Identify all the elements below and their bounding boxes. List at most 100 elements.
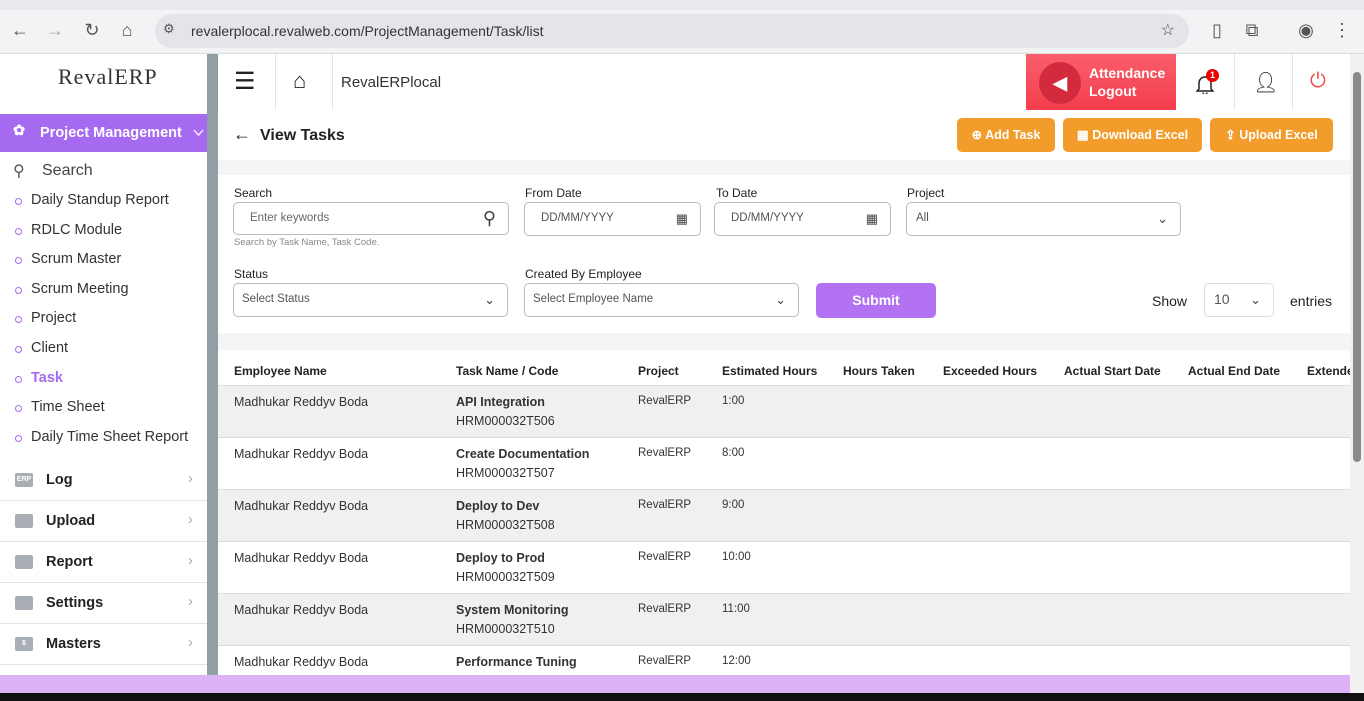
chevron-right-icon: › [188, 594, 193, 610]
upload-excel-button[interactable]: ⇪ Upload Excel [1210, 118, 1333, 152]
status-value: Select Status [242, 293, 310, 305]
url-text: revalerplocal.revalweb.com/ProjectManage… [191, 23, 544, 39]
task-name[interactable]: Create Documentation [456, 447, 590, 461]
column-header[interactable]: Actual End Date [1188, 364, 1281, 378]
column-header[interactable]: Employee Name [234, 364, 327, 378]
employee-name: Madhukar Reddyv Boda [234, 499, 369, 513]
table-row[interactable]: Madhukar Reddyv Boda Deploy to Prod HRM000… [218, 541, 1350, 593]
search-input[interactable]: Enter keywords ⚲ [233, 202, 509, 235]
sidebar-item-daily-time-sheet-report[interactable]: Daily Time Sheet Report [31, 428, 189, 445]
column-header[interactable]: Hours Taken [843, 364, 915, 378]
column-header[interactable]: Exceeded Hours [943, 364, 1038, 378]
employee-value: Select Employee Name [533, 293, 654, 305]
to-date-label: To Date [716, 186, 758, 200]
task-name[interactable]: Deploy to Dev [456, 499, 540, 513]
column-header[interactable]: Estimated Hours [722, 364, 818, 378]
scrollbar[interactable] [1350, 54, 1364, 693]
sidebar-item-task[interactable]: Task [31, 369, 63, 386]
column-header[interactable]: Project [638, 364, 679, 378]
table-row[interactable]: Madhukar Reddyv Boda Create Documentation… [218, 437, 1350, 489]
sidebar-item-project[interactable]: Project [31, 310, 77, 327]
download-excel-button[interactable]: ▦ Download Excel [1063, 118, 1202, 152]
task-name[interactable]: API Integration [456, 395, 545, 409]
bullet-icon [15, 316, 22, 324]
from-date-input[interactable]: DD/MM/YYYY ▦ [524, 202, 701, 236]
submit-button[interactable]: Submit [816, 283, 936, 318]
power-icon[interactable]: ⏻ [1310, 70, 1326, 92]
project-select[interactable]: All ⌄ [906, 202, 1181, 236]
sidebar-item-scrum-master[interactable]: Scrum Master [31, 251, 122, 268]
column-header[interactable]: Task Name / Code [456, 364, 559, 378]
sidebar-item-time-sheet[interactable]: Time Sheet [31, 399, 105, 416]
to-date-placeholder: DD/MM/YYYY [731, 212, 804, 224]
sidebar-group-upload[interactable]: Upload › [0, 501, 207, 542]
add-task-button[interactable]: ⊕ Add Task [957, 118, 1055, 152]
employee-name: Madhukar Reddyv Boda [234, 551, 369, 565]
header-divider [1234, 54, 1235, 110]
table-row[interactable]: Madhukar Reddyv Boda System Monitoring HRM… [218, 593, 1350, 645]
header-divider [275, 54, 276, 110]
sidebar-item-client[interactable]: Client [31, 340, 69, 356]
sidebar-item-scrum-meeting[interactable]: Scrum Meeting [31, 280, 129, 297]
back-arrow-icon[interactable]: ← [233, 124, 251, 144]
scrollbar-thumb[interactable] [1353, 72, 1361, 462]
reload-icon[interactable]: ↻ [84, 20, 100, 40]
estimated-hours: 9:00 [722, 499, 745, 511]
log-label: Log [46, 472, 73, 488]
calendar-icon[interactable]: ▦ [865, 211, 878, 226]
sidebar-search[interactable]: Search [42, 162, 93, 179]
entries-value: 10 [1214, 291, 1230, 307]
to-date-input[interactable]: DD/MM/YYYY ▦ [714, 202, 891, 236]
sidebar-group-masters[interactable]: $ Masters › [0, 624, 207, 665]
column-header[interactable]: Extended [1307, 364, 1350, 378]
column-header[interactable]: Actual Start Date [1064, 364, 1161, 378]
sidebar-item-daily-standup-report[interactable]: Daily Standup Report [31, 192, 169, 208]
home-icon[interactable]: ⌂ [121, 20, 133, 40]
search-icon: ⚲ [482, 208, 496, 228]
task-code: HRM000032T506 [456, 414, 555, 428]
status-select[interactable]: Select Status ⌄ [233, 283, 508, 317]
table-row[interactable]: Madhukar Reddyv Boda Performance Tuning Re… [218, 645, 1350, 675]
extension-icon[interactable]: ▯ [1212, 20, 1222, 40]
footer-bar [0, 675, 1350, 693]
profile-icon[interactable]: ◉ [1298, 20, 1314, 40]
forward-icon[interactable]: → [46, 20, 64, 40]
from-date-label: From Date [525, 186, 582, 200]
hamburger-menu-icon[interactable]: ☰ [234, 68, 256, 95]
estimated-hours: 8:00 [722, 447, 745, 459]
puzzle-icon[interactable]: ⧉ [1245, 20, 1259, 40]
sidebar-module-project-management[interactable]: ✿ Project Management [0, 114, 207, 152]
estimated-hours: 1:00 [722, 395, 745, 407]
table-row[interactable]: Madhukar Reddyv Boda Deploy to Dev HRM0000… [218, 489, 1350, 541]
employee-select[interactable]: Select Employee Name ⌄ [524, 283, 799, 317]
taskbar [0, 693, 1364, 701]
site-settings-icon[interactable]: ⚙ [163, 21, 175, 36]
task-code: HRM000032T509 [456, 570, 555, 584]
address-bar[interactable]: ⚙ revalerplocal.revalweb.com/ProjectMana… [155, 14, 1189, 48]
bullet-icon [15, 198, 22, 205]
task-name[interactable]: System Monitoring [456, 603, 569, 617]
attendance-label: Attendance [1089, 65, 1166, 81]
module-label: Project Management [40, 125, 182, 141]
table-row[interactable]: Madhukar Reddyv Boda API Integration HRM00… [218, 385, 1350, 437]
chevron-down-icon: ⌄ [484, 292, 495, 307]
attendance-logout-button[interactable]: ◀ Attendance Logout [1026, 54, 1176, 110]
sidebar-group-settings[interactable]: Settings › [0, 583, 207, 624]
chevron-right-icon: › [188, 512, 193, 528]
sidebar-group-log[interactable]: ERP Log › [0, 460, 207, 501]
bullet-icon [15, 286, 22, 294]
task-name[interactable]: Performance Tuning [456, 655, 577, 669]
menu-dots-icon[interactable]: ⋮ [1333, 20, 1351, 40]
back-icon[interactable]: ← [11, 20, 29, 40]
bookmark-star-icon[interactable]: ☆ [1160, 22, 1175, 39]
filter-panel: Search Enter keywords ⚲ Search by Task Na… [218, 175, 1350, 333]
task-name[interactable]: Deploy to Prod [456, 551, 545, 565]
entries-select[interactable]: 10 ⌄ [1204, 283, 1274, 317]
sidebar-group-report[interactable]: Report › [0, 542, 207, 583]
page-title: View Tasks [260, 127, 345, 144]
chevron-right-icon: › [188, 635, 193, 651]
sidebar-item-rdlc-module[interactable]: RDLC Module [31, 221, 123, 238]
home-icon[interactable]: ⌂ [293, 68, 307, 93]
user-icon[interactable]: 👤︎ [1253, 72, 1279, 94]
calendar-icon[interactable]: ▦ [675, 211, 688, 226]
